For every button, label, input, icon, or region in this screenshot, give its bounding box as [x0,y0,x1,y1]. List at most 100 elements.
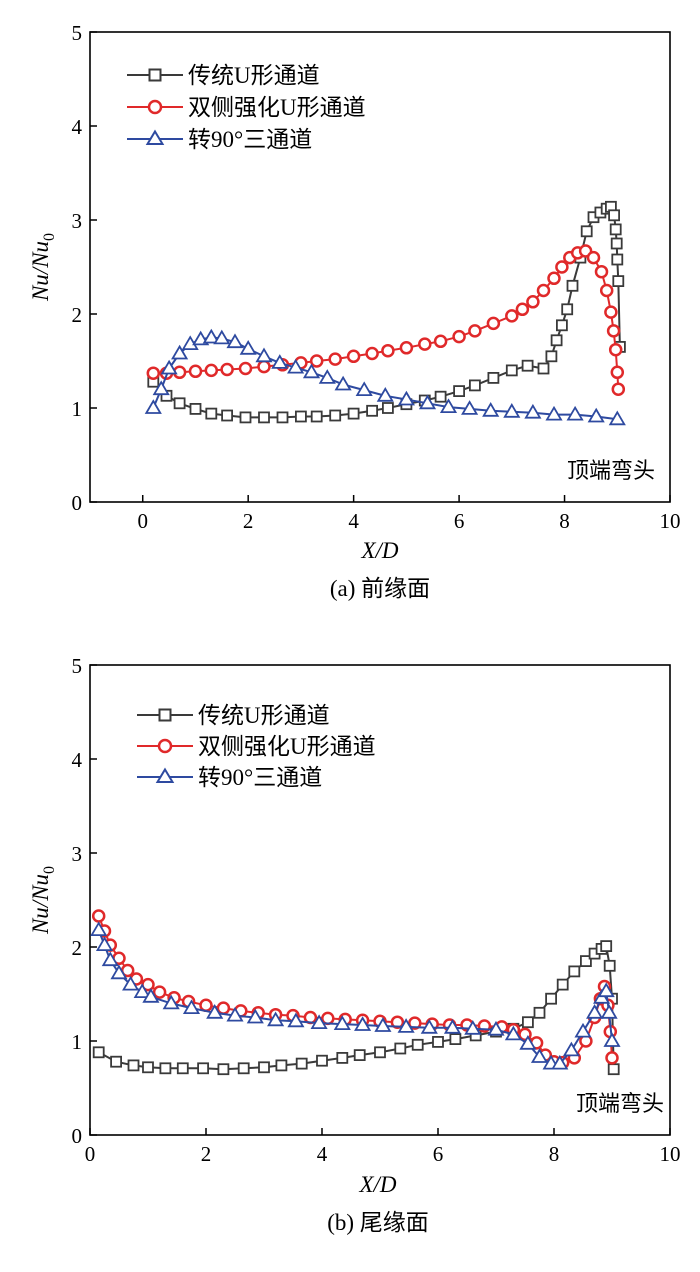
legend-label-a-1: 双侧强化U形通道 [188,95,366,120]
data-point-b-2-4 [122,975,140,991]
legend-marker-b-2 [155,767,175,783]
data-point-b-0-24 [533,1006,546,1019]
data-point-a-1-12 [346,349,361,364]
data-point-b-0-7 [217,1063,230,1076]
data-point-b-1-0 [91,909,106,923]
legend-b: 传统U形通道 双侧强化U形通道 转90°三通道 [137,703,376,790]
data-point-a-1-35 [608,342,623,357]
data-point-a-0-17 [434,390,447,403]
y-tick-label-b-4: 4 [72,748,83,772]
data-point-a-1-11 [328,352,342,366]
data-point-b-0-2 [127,1059,140,1072]
data-point-b-2-3 [110,964,128,980]
data-point-b-0-17 [411,1038,424,1051]
data-point-a-0-10 [310,410,323,423]
data-point-a-0-13 [366,404,379,417]
y-tick-label-a-2: 2 [72,303,83,327]
data-point-b-0-28 [580,955,592,967]
legend-item-a-2: 转90°三通道 [127,127,312,152]
data-point-a-1-15 [399,341,414,355]
data-point-a-1-0 [146,366,161,380]
data-point-b-2-29 [574,1022,592,1038]
data-point-b-2-19 [420,1019,438,1034]
x-tick-label-a-5: 10 [660,509,681,533]
data-point-b-2-24 [519,1035,537,1050]
chart-panel-b: 0 2 4 6 8 10 0 1 2 3 4 5 传统U形通道 双侧强化U形通道 转90°三通道 顶端… [28,654,681,1235]
data-point-a-1-30 [586,250,601,265]
data-point-a-0-39 [612,275,625,288]
x-tick-label-b-0: 0 [85,1142,96,1166]
data-point-b-0-26 [556,978,569,991]
data-point-b-0-12 [316,1054,328,1067]
x-tick-label-b-4: 8 [549,1142,560,1166]
legend-marker-b-1 [157,738,173,754]
x-tick-label-b-2: 4 [317,1142,328,1166]
caption-a: (a) 前缘面 [330,576,430,601]
x-tick-label-a-1: 2 [243,509,254,533]
data-point-a-2-26 [566,405,584,421]
data-point-b-2-16 [354,1016,372,1031]
data-point-a-0-20 [487,371,500,384]
data-point-a-0-21 [505,364,518,377]
ticks-layer-b: 0 2 4 6 8 10 0 1 2 3 4 5 [72,654,681,1166]
data-point-a-2-3 [171,344,189,360]
data-point-a-1-17 [433,334,448,349]
data-point-b-0-8 [237,1062,250,1075]
data-point-b-2-8 [182,999,201,1014]
legend-a: 传统U形通道 双侧强化U形通道 转90°三通道 [127,63,366,152]
legend-marker-a-2 [145,129,165,145]
data-point-b-2-22 [487,1020,505,1036]
data-point-b-2-28 [562,1041,580,1057]
data-point-b-0-27 [568,965,581,978]
data-point-a-0-25 [550,334,563,347]
data-point-b-0-18 [432,1036,444,1048]
data-point-b-2-15 [333,1015,351,1030]
data-point-a-2-24 [524,403,542,419]
legend-item-b-0: 传统U形通道 [137,703,330,728]
data-point-a-2-20 [439,398,458,414]
data-point-a-2-0 [144,399,162,414]
y-tick-label-a-3: 3 [72,209,83,233]
y-axis-label-b: Nu/Nu0 [28,866,58,935]
data-point-a-2-18 [397,390,415,406]
data-point-a-2-17 [376,387,394,402]
data-point-b-0-6 [197,1062,210,1075]
legend-item-b-1: 双侧强化U形通道 [137,734,376,759]
data-point-a-2-6 [202,328,220,344]
data-point-a-1-34 [606,324,621,338]
data-point-b-1-17 [321,1011,335,1026]
plot-area-b [89,664,671,1136]
data-point-b-0-9 [258,1061,270,1074]
data-point-b-2-21 [464,1020,482,1035]
data-point-b-0-15 [374,1046,386,1059]
data-point-a-2-13 [302,363,321,379]
data-point-a-2-25 [545,405,563,421]
data-point-a-0-30 [580,225,593,238]
legend-label-b-1: 双侧强化U形通道 [198,734,376,759]
x-tick-label-b-5: 10 [660,1142,681,1166]
y-tick-label-a-5: 5 [72,21,83,45]
caption-b: (b) 尾缘面 [327,1210,429,1235]
data-point-b-0-14 [353,1049,366,1061]
data-point-a-0-23 [537,362,550,375]
data-point-a-1-37 [611,382,626,396]
data-point-b-2-2 [101,951,119,967]
x-axis-label-b: X/D [358,1172,396,1197]
data-point-a-0-4 [205,407,218,420]
data-point-a-0-36 [609,223,622,236]
data-point-b-0-34 [607,1063,620,1076]
data-point-b-2-7 [162,994,180,1010]
legend-item-b-2: 转90°三通道 [137,765,322,790]
legend-label-b-2: 转90°三通道 [198,765,322,790]
legend-label-a-0: 传统U形通道 [188,63,320,88]
data-point-b-0-5 [176,1062,189,1075]
data-point-a-1-16 [418,337,432,351]
data-point-b-0-31 [600,940,613,952]
data-point-a-1-22 [515,302,530,317]
data-point-a-0-19 [468,379,481,392]
y-tick-label-a-4: 4 [72,115,83,139]
y-tick-label-b-3: 3 [72,842,83,866]
data-point-b-0-1 [110,1055,122,1068]
x-tick-label-a-4: 8 [559,509,570,533]
legend-label-b-0: 传统U形通道 [198,703,330,728]
